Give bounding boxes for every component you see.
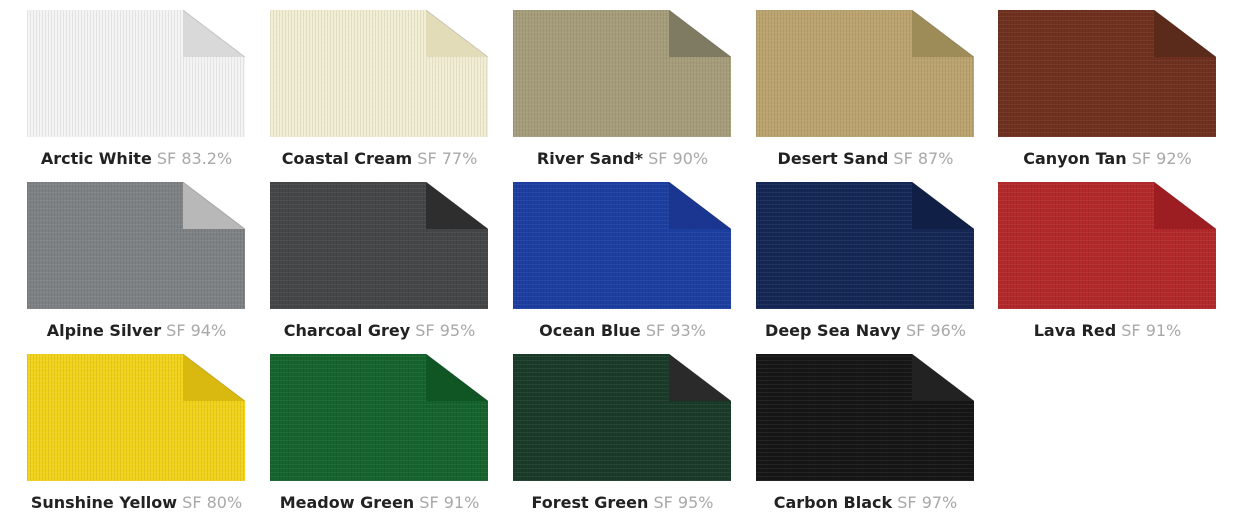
corner-fold xyxy=(912,182,974,229)
swatch-label: Carbon Black SF 97% xyxy=(744,493,987,512)
corner-fold xyxy=(183,182,245,229)
color-name: Meadow Green xyxy=(279,493,415,512)
color-name: Desert Sand xyxy=(777,149,889,168)
color-name: Carbon Black xyxy=(773,493,893,512)
color-name: Sunshine Yellow xyxy=(30,493,178,512)
corner-fold xyxy=(426,182,488,229)
swatch-label: Sunshine Yellow SF 80% xyxy=(15,493,258,512)
corner-fold xyxy=(426,354,488,401)
swatch-label: Meadow Green SF 91% xyxy=(258,493,501,512)
corner-fold xyxy=(1154,182,1216,229)
shade-factor: SF 83.2% xyxy=(156,149,233,168)
fabric-swatch[interactable] xyxy=(756,10,974,137)
fabric-swatch[interactable] xyxy=(270,354,488,481)
shade-factor: SF 97% xyxy=(897,493,958,512)
fabric-swatch[interactable] xyxy=(270,182,488,309)
color-name: Forest Green xyxy=(531,493,649,512)
corner-fold xyxy=(183,10,245,57)
swatch-label: Arctic White SF 83.2% xyxy=(15,149,258,168)
shade-factor: SF 91% xyxy=(419,493,480,512)
shade-factor: SF 77% xyxy=(417,149,478,168)
corner-fold xyxy=(669,10,731,57)
color-name: Canyon Tan xyxy=(1023,149,1127,168)
corner-fold xyxy=(669,182,731,229)
shade-factor: SF 92% xyxy=(1131,149,1192,168)
corner-fold xyxy=(912,10,974,57)
swatch-label: River Sand* SF 90% xyxy=(501,149,744,168)
swatch-label: Alpine Silver SF 94% xyxy=(15,321,258,340)
shade-factor: SF 95% xyxy=(415,321,476,340)
shade-factor: SF 94% xyxy=(166,321,227,340)
corner-fold xyxy=(669,354,731,401)
fabric-swatch[interactable] xyxy=(756,182,974,309)
corner-fold xyxy=(1154,10,1216,57)
fabric-swatch[interactable] xyxy=(513,10,731,137)
swatch-label: Canyon Tan SF 92% xyxy=(986,149,1229,168)
shade-factor: SF 93% xyxy=(645,321,706,340)
shade-factor: SF 90% xyxy=(648,149,709,168)
corner-fold xyxy=(426,10,488,57)
fabric-swatch[interactable] xyxy=(513,354,731,481)
fabric-swatch[interactable] xyxy=(998,182,1216,309)
shade-factor: SF 95% xyxy=(653,493,714,512)
fabric-swatch[interactable] xyxy=(998,10,1216,137)
color-name: Alpine Silver xyxy=(46,321,162,340)
color-name: Charcoal Grey xyxy=(283,321,411,340)
corner-fold xyxy=(183,354,245,401)
swatch-label: Charcoal Grey SF 95% xyxy=(258,321,501,340)
swatch-label: Forest Green SF 95% xyxy=(501,493,744,512)
shade-factor: SF 91% xyxy=(1121,321,1182,340)
shade-factor: SF 96% xyxy=(905,321,966,340)
color-name: Coastal Cream xyxy=(281,149,413,168)
fabric-swatch[interactable] xyxy=(27,182,245,309)
shade-factor: SF 87% xyxy=(893,149,954,168)
fabric-swatch[interactable] xyxy=(27,354,245,481)
swatch-label: Coastal Cream SF 77% xyxy=(258,149,501,168)
corner-fold xyxy=(912,354,974,401)
fabric-swatch[interactable] xyxy=(513,182,731,309)
swatch-label: Desert Sand SF 87% xyxy=(744,149,987,168)
fabric-swatch[interactable] xyxy=(270,10,488,137)
color-name: Ocean Blue xyxy=(539,321,641,340)
color-name: River Sand* xyxy=(536,149,643,168)
swatch-label: Deep Sea Navy SF 96% xyxy=(744,321,987,340)
fabric-swatch[interactable] xyxy=(756,354,974,481)
color-name: Arctic White xyxy=(40,149,152,168)
swatch-label: Ocean Blue SF 93% xyxy=(501,321,744,340)
color-name: Deep Sea Navy xyxy=(765,321,901,340)
swatch-label: Lava Red SF 91% xyxy=(986,321,1229,340)
fabric-swatch[interactable] xyxy=(27,10,245,137)
color-name: Lava Red xyxy=(1033,321,1117,340)
shade-factor: SF 80% xyxy=(182,493,243,512)
